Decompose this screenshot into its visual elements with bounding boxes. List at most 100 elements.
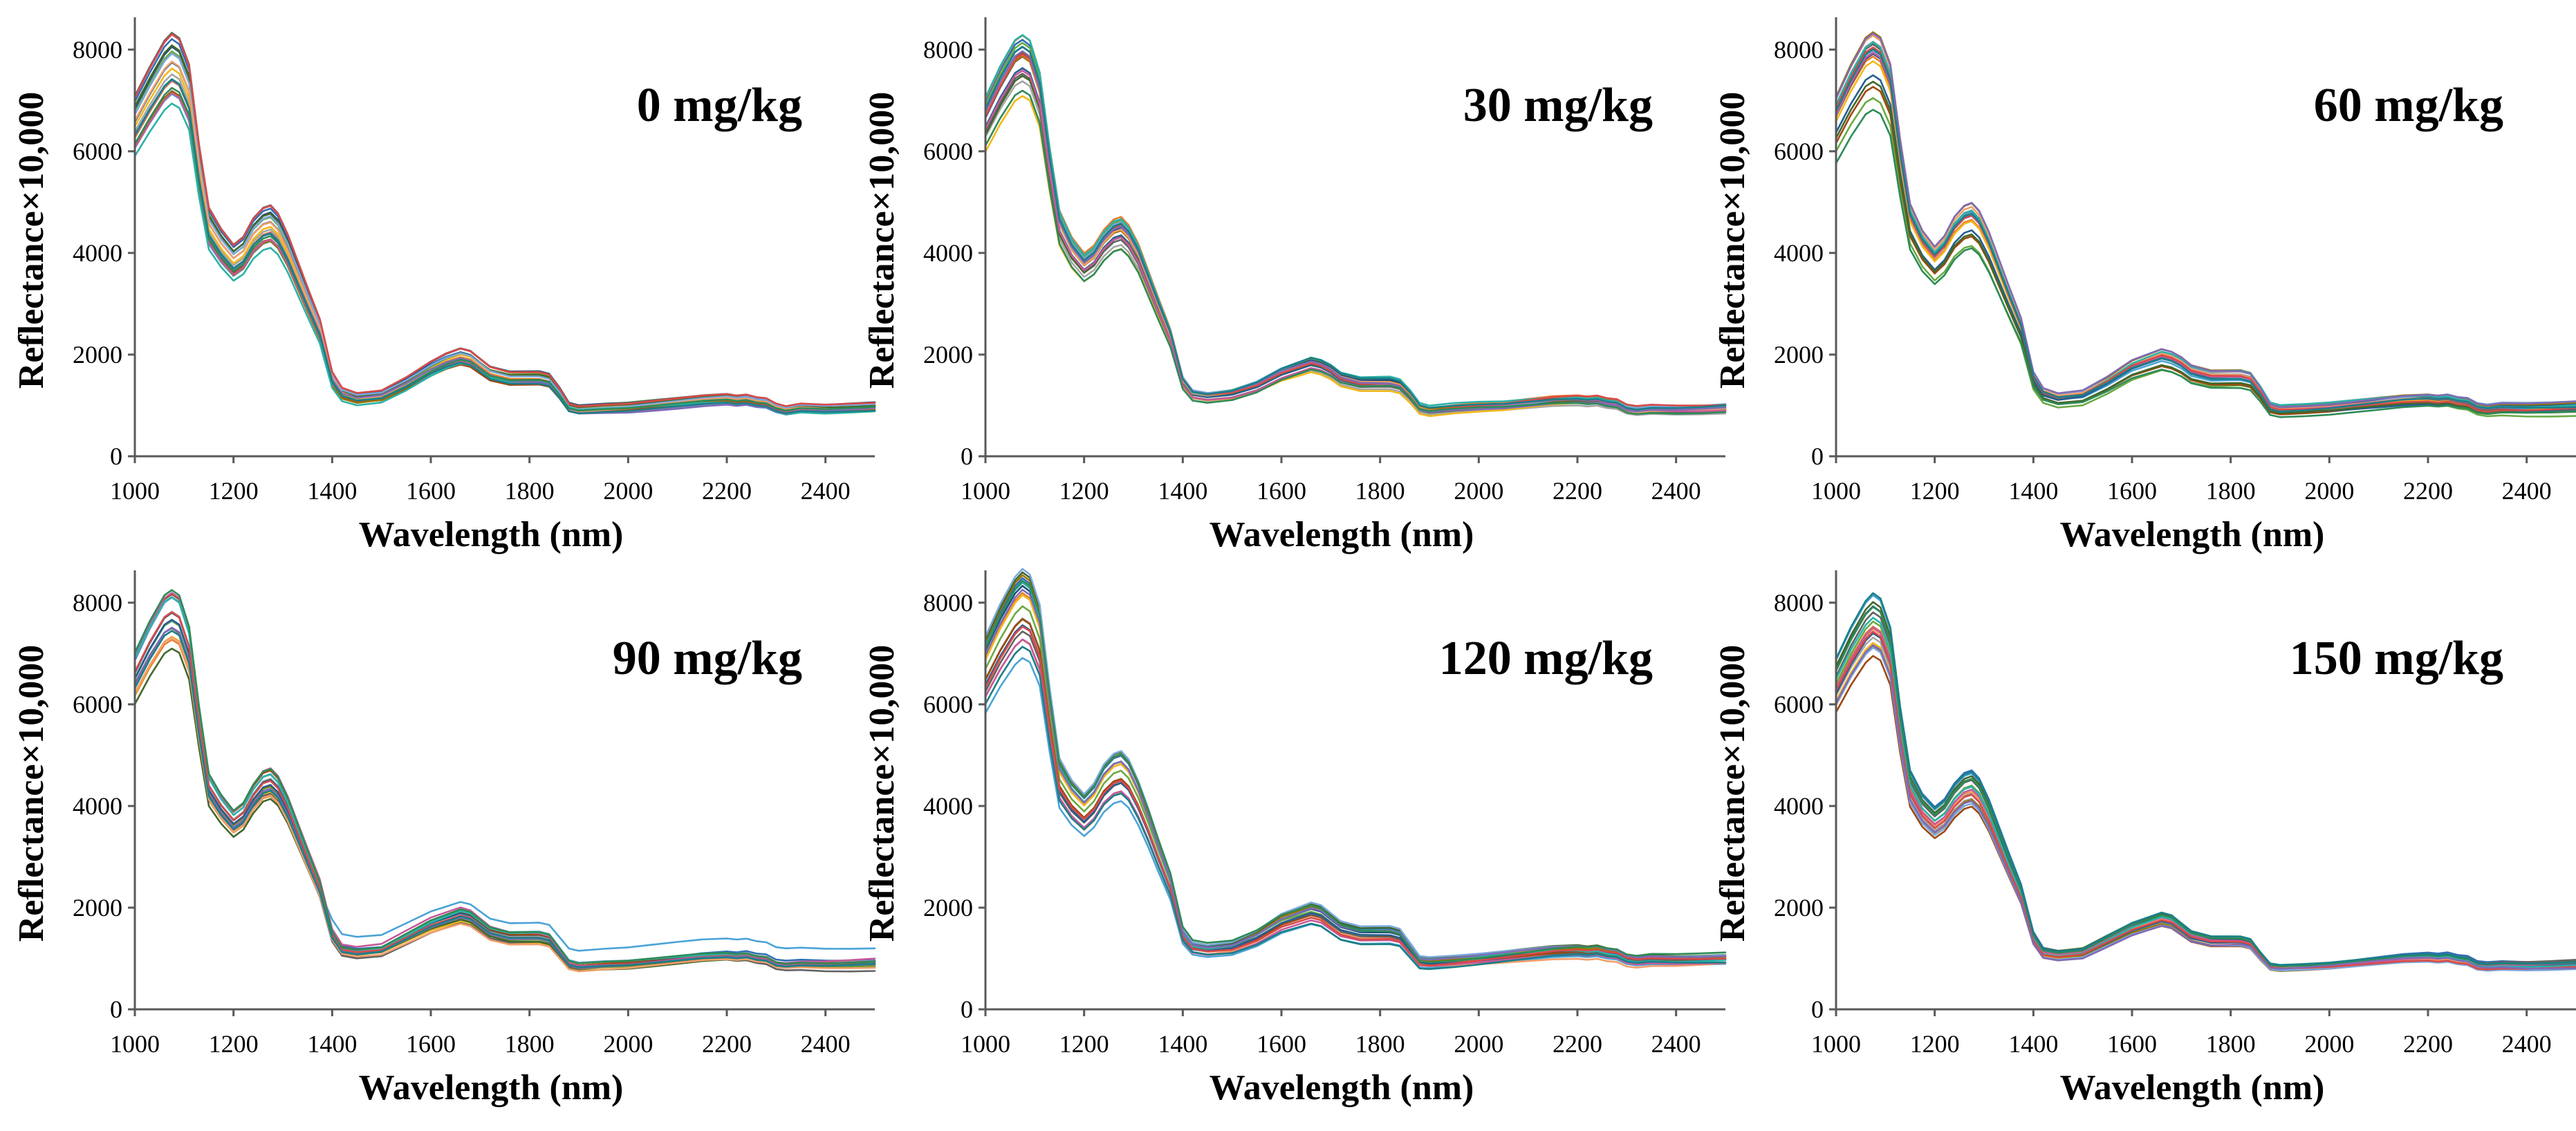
chart-panel-1: 0 2000 4000 6000 8000 1000 1200 1400 1600 1800 200… xyxy=(12,17,876,554)
y-tick-label: 2000 xyxy=(1774,341,1824,368)
spectra-group xyxy=(1835,31,2576,418)
x-tick-label: 1800 xyxy=(505,1030,555,1058)
y-tick-label: 0 xyxy=(110,996,122,1023)
x-tick-label: 1400 xyxy=(1158,1030,1207,1058)
x-tick-label: 1800 xyxy=(2206,477,2256,505)
x-tick-label: 1000 xyxy=(961,1030,1010,1058)
x-tick-label: 2000 xyxy=(2304,477,2354,505)
y-tick-label: 8000 xyxy=(1774,589,1824,617)
y-axis-label: Reflectance×10,000 xyxy=(862,645,902,942)
spectrum-line-4 xyxy=(984,95,1727,418)
y-tick-label: 2000 xyxy=(923,894,973,922)
x-tick-label: 2200 xyxy=(702,477,752,505)
x-tick-label: 2200 xyxy=(2403,1030,2453,1058)
x-axis-label: Wavelength (nm) xyxy=(1210,1068,1474,1107)
spectrum-line-20 xyxy=(133,78,876,415)
spectrum-line-20 xyxy=(1835,48,2576,413)
y-tick-label: 8000 xyxy=(923,36,973,64)
spectrum-line-19 xyxy=(133,86,876,412)
x-tick-label: 2000 xyxy=(1454,477,1503,505)
y-tick-label: 2000 xyxy=(923,341,973,368)
spectrum-line-12 xyxy=(984,571,1727,960)
y-tick-label: 4000 xyxy=(1774,239,1824,267)
x-tick-label: 1200 xyxy=(1059,477,1109,505)
x-tick-label: 1200 xyxy=(1910,477,1960,505)
spectrum-line-20 xyxy=(133,630,876,969)
spectrum-line-20 xyxy=(1835,592,2576,966)
y-axis-label: Reflectance×10,000 xyxy=(1713,92,1752,389)
x-tick-label: 1400 xyxy=(2008,1030,2058,1058)
spectrum-line-19 xyxy=(133,589,876,965)
x-tick-label: 2000 xyxy=(1454,1030,1503,1058)
x-tick-label: 1200 xyxy=(1910,1030,1960,1058)
y-tick-label: 4000 xyxy=(923,239,973,267)
x-tick-label: 1200 xyxy=(209,477,259,505)
spectrum-line-16 xyxy=(1835,617,2576,969)
y-tick-label: 0 xyxy=(1811,996,1824,1023)
x-tick-label: 1200 xyxy=(1059,1030,1109,1058)
spectra-group xyxy=(1835,592,2576,972)
x-tick-label: 1000 xyxy=(961,477,1010,505)
chart-panel-5: 0 2000 4000 6000 8000 1000 1200 1400 1600 1800 200… xyxy=(862,568,1727,1107)
x-tick-label: 2000 xyxy=(2304,1030,2354,1058)
x-tick-label: 1800 xyxy=(505,477,555,505)
x-tick-label: 1800 xyxy=(2206,1030,2256,1058)
x-tick-label: 2400 xyxy=(1651,477,1701,505)
y-tick-label: 6000 xyxy=(1774,691,1824,718)
y-tick-label: 4000 xyxy=(73,792,122,820)
spectrum-line-17 xyxy=(1835,630,2576,971)
spectrum-line-14 xyxy=(133,636,876,973)
spectrum-line-12 xyxy=(1835,80,2576,414)
spectrum-line-4 xyxy=(1835,642,2576,971)
x-tick-label: 2400 xyxy=(801,1030,851,1058)
chart-panel-3: 0 2000 4000 6000 8000 1000 1200 1400 1600 1800 200… xyxy=(1713,17,2576,554)
x-tick-label: 1000 xyxy=(1811,1030,1861,1058)
spectra-group xyxy=(984,34,1727,418)
y-tick-label: 0 xyxy=(110,442,122,470)
x-tick-label: 1000 xyxy=(110,1030,160,1058)
x-tick-label: 2400 xyxy=(2502,1030,2552,1058)
panel-title: 30 mg/kg xyxy=(1463,79,1653,132)
spectrum-line-17 xyxy=(133,33,876,408)
chart-panel-6: 0 2000 4000 6000 8000 1000 1200 1400 1600 1800 200… xyxy=(1713,570,2576,1107)
spectrum-line-17 xyxy=(1835,46,2576,413)
spectrum-line-17 xyxy=(984,626,1727,967)
y-tick-label: 6000 xyxy=(1774,138,1824,165)
panel-title: 60 mg/kg xyxy=(2314,79,2503,132)
y-tick-label: 4000 xyxy=(73,239,122,267)
x-tick-label: 1400 xyxy=(307,477,357,505)
spectrum-line-19 xyxy=(1835,606,2576,968)
x-tick-label: 2400 xyxy=(2502,477,2552,505)
y-tick-label: 6000 xyxy=(923,138,973,165)
panel-title: 150 mg/kg xyxy=(2290,632,2503,685)
x-axis-label: Wavelength (nm) xyxy=(2060,1068,2325,1107)
x-tick-label: 1600 xyxy=(406,1030,456,1058)
x-tick-label: 1600 xyxy=(2107,1030,2157,1058)
x-tick-label: 1600 xyxy=(2107,477,2157,505)
x-tick-label: 1600 xyxy=(1257,477,1306,505)
spectrum-line-13 xyxy=(984,568,1727,959)
panel-title: 90 mg/kg xyxy=(613,632,802,685)
spectrum-line-20 xyxy=(984,46,1727,411)
spectrum-line-19 xyxy=(984,579,1727,964)
y-tick-label: 6000 xyxy=(73,691,122,718)
spectrum-line-16 xyxy=(1835,41,2576,409)
y-tick-label: 0 xyxy=(961,996,973,1023)
y-axis-label: Reflectance×10,000 xyxy=(1713,645,1752,942)
y-axis-label: Reflectance×10,000 xyxy=(12,645,51,942)
x-tick-label: 1600 xyxy=(406,477,456,505)
y-axis-label: Reflectance×10,000 xyxy=(12,92,51,389)
spectrum-line-13 xyxy=(133,53,876,411)
y-axis-label: Reflectance×10,000 xyxy=(862,92,902,389)
x-tick-label: 1600 xyxy=(1257,1030,1306,1058)
chart-panel-2: 0 2000 4000 6000 8000 1000 1200 1400 1600 1800 200… xyxy=(862,17,1727,554)
y-tick-label: 0 xyxy=(961,442,973,470)
spectrum-line-19 xyxy=(984,89,1727,415)
x-tick-label: 1400 xyxy=(2008,477,2058,505)
y-tick-label: 8000 xyxy=(73,589,122,617)
spectrum-line-18 xyxy=(133,79,876,415)
chart-panel-4: 0 2000 4000 6000 8000 1000 1200 1400 1600 1800 200… xyxy=(12,570,876,1107)
x-tick-label: 2000 xyxy=(603,477,653,505)
x-axis-label: Wavelength (nm) xyxy=(1210,515,1474,554)
